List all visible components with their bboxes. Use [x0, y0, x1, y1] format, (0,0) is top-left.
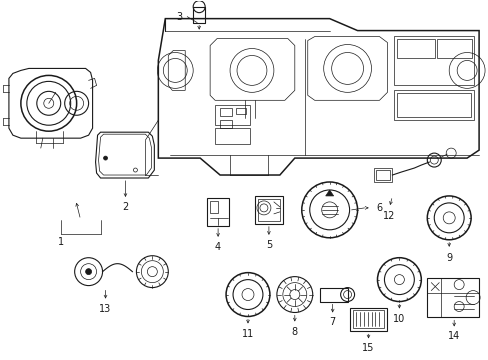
Text: 15: 15 [362, 343, 374, 354]
Bar [207, 198, 228, 226]
Text: 2: 2 [122, 202, 128, 212]
Text: 8: 8 [291, 327, 297, 337]
Text: 5: 5 [265, 240, 271, 250]
Bar [427, 278, 478, 318]
Circle shape [103, 156, 107, 160]
Bar [319, 288, 347, 302]
Bar [210, 201, 218, 213]
Text: 6: 6 [376, 203, 382, 213]
Bar [397, 93, 470, 117]
Bar [254, 196, 282, 224]
Text: 7: 7 [329, 318, 335, 328]
Bar [394, 36, 473, 85]
Text: 12: 12 [383, 211, 395, 221]
Text: 10: 10 [392, 314, 405, 324]
Text: 11: 11 [242, 329, 254, 339]
Bar [436, 39, 471, 58]
Bar [397, 39, 434, 58]
Bar [220, 120, 232, 128]
Text: 13: 13 [99, 305, 111, 315]
Bar [220, 108, 232, 116]
Polygon shape [325, 190, 333, 196]
Bar [193, 7, 205, 23]
Text: 3: 3 [176, 12, 182, 22]
Circle shape [85, 269, 91, 275]
Bar [376, 170, 389, 180]
Text: 9: 9 [445, 253, 451, 263]
Bar [258, 199, 279, 221]
Bar [349, 307, 386, 332]
Bar [236, 108, 245, 114]
Text: 14: 14 [447, 332, 459, 341]
Text: 4: 4 [215, 242, 221, 252]
Bar [374, 168, 392, 182]
Bar [352, 310, 384, 328]
Bar [215, 105, 249, 125]
Text: 1: 1 [58, 237, 63, 247]
Bar [394, 90, 473, 120]
Bar [215, 128, 249, 144]
